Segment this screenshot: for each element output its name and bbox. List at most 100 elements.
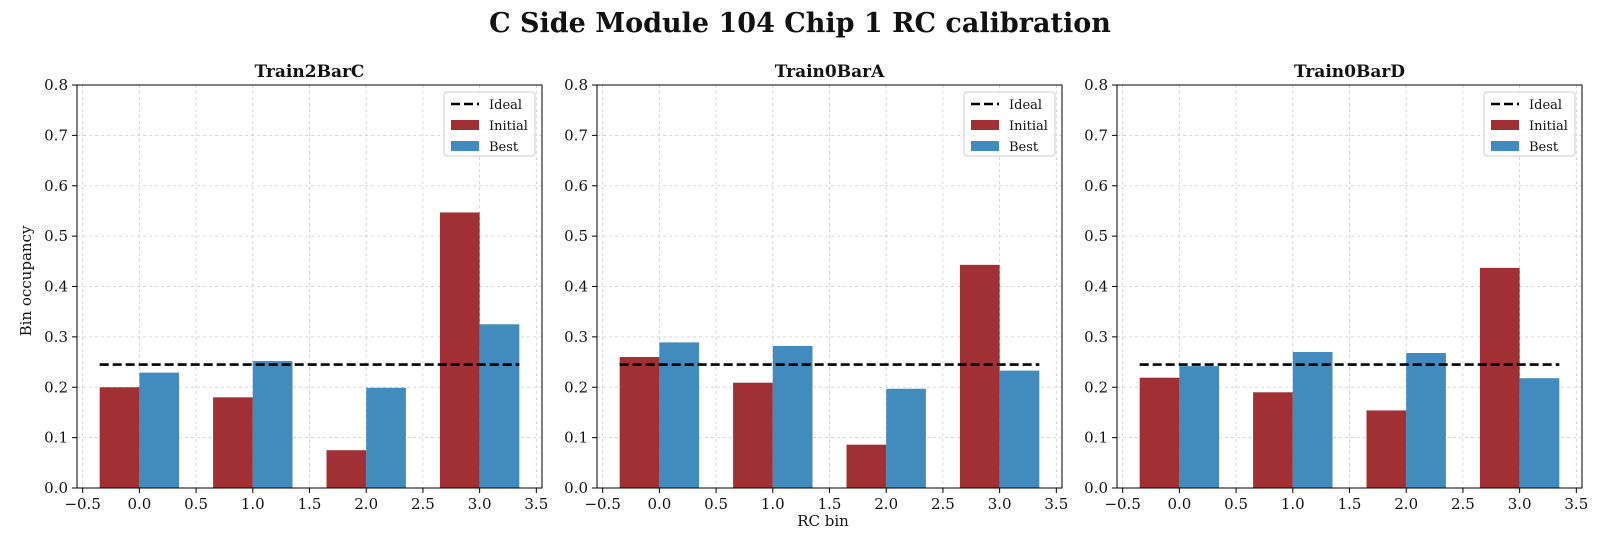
panel-2: −0.5 0.0 0.5 1.0 1.5 2.0 2.5 3.0 3.50.00.10.20.3… (1084, 62, 1588, 513)
y-tick-label: 0.0 (564, 479, 588, 497)
bar-best-2 (366, 387, 406, 488)
x-tick-label: 3.0 (468, 495, 492, 513)
bar-initial-3 (959, 264, 1000, 488)
x-tick-label: 3.5 (1564, 495, 1588, 513)
legend-label-best: Best (1009, 140, 1039, 155)
legend-swatch-best (451, 141, 479, 151)
y-tick-label: 0.2 (1084, 378, 1108, 396)
x-tick-label: 3.0 (988, 495, 1012, 513)
legend-swatch-best (971, 141, 999, 151)
y-tick-label: 0.8 (564, 76, 588, 94)
x-tick-label: −0.5 (64, 495, 100, 513)
bar-best-3 (999, 370, 1040, 488)
y-tick-label: 0.4 (564, 278, 588, 296)
x-tick-label: 0.5 (184, 495, 208, 513)
x-tick-label: 2.5 (931, 495, 955, 513)
y-tick-label: 0.1 (44, 429, 68, 447)
bar-best-2 (1406, 352, 1446, 488)
bar-initial-0 (1139, 377, 1180, 488)
y-tick-label: 0.5 (44, 227, 68, 245)
bar-best-1 (1292, 351, 1333, 488)
figure-title: C Side Module 104 Chip 1 RC calibration (489, 8, 1111, 39)
y-tick-label: 0.5 (564, 227, 588, 245)
x-tick-label: 3.5 (1044, 495, 1068, 513)
legend-label-best: Best (1529, 140, 1559, 155)
x-tick-label: 3.5 (524, 495, 548, 513)
bar-best-0 (659, 342, 700, 488)
bar-initial-1 (213, 397, 253, 488)
bar-best-0 (1179, 366, 1220, 488)
y-tick-label: 0.1 (564, 429, 588, 447)
x-tick-label: 2.5 (411, 495, 435, 513)
bar-best-2 (886, 388, 926, 488)
y-tick-label: 0.0 (1084, 479, 1108, 497)
x-tick-label: 1.5 (1338, 495, 1362, 513)
y-tick-label: 0.8 (1084, 76, 1108, 94)
bar-best-3 (479, 324, 520, 488)
legend-box (443, 91, 536, 157)
bar-best-3 (1519, 378, 1560, 488)
bar-initial-1 (733, 382, 773, 488)
legend-label-initial: Initial (489, 119, 528, 134)
y-tick-label: 0.7 (44, 126, 68, 144)
bar-initial-0 (99, 387, 140, 488)
y-axis-label: Bin occupancy (17, 225, 35, 336)
x-tick-label: 2.5 (1451, 495, 1475, 513)
bar-initial-1 (1253, 392, 1293, 488)
x-tick-label: 0.0 (1167, 495, 1191, 513)
x-tick-label: 1.5 (818, 495, 842, 513)
panel-0: −0.5 0.0 0.5 1.0 1.5 2.0 2.5 3.0 3.50.00.10.20.3… (44, 62, 548, 513)
x-tick-label: 1.5 (298, 495, 322, 513)
legend-swatch-initial (451, 120, 479, 130)
x-tick-label: 2.0 (874, 495, 898, 513)
y-tick-label: 0.6 (564, 177, 588, 195)
y-tick-label: 0.2 (44, 378, 68, 396)
y-tick-label: 0.3 (1084, 328, 1108, 346)
panel-title: Train0BarA (775, 62, 885, 82)
x-tick-label: 1.0 (1281, 495, 1305, 513)
y-tick-label: 0.7 (1084, 126, 1108, 144)
legend-label-ideal: Ideal (1009, 98, 1042, 113)
y-tick-label: 0.6 (44, 177, 68, 195)
legend-label-best: Best (489, 140, 519, 155)
legend-label-ideal: Ideal (1529, 98, 1562, 113)
legend-box (1483, 91, 1576, 157)
x-tick-label: 2.0 (1394, 495, 1418, 513)
x-tick-label: 0.5 (704, 495, 728, 513)
bar-initial-2 (846, 444, 887, 488)
bar-initial-3 (439, 212, 480, 489)
panel-1: −0.5 0.0 0.5 1.0 1.5 2.0 2.5 3.0 3.50.00.10.20.3… (564, 62, 1068, 513)
bar-initial-2 (326, 450, 367, 488)
bar-best-0 (139, 372, 180, 488)
y-tick-label: 0.5 (1084, 227, 1108, 245)
x-tick-label: 3.0 (1508, 495, 1532, 513)
x-tick-label: −0.5 (584, 495, 620, 513)
legend-label-initial: Initial (1009, 119, 1048, 134)
legend-label-initial: Initial (1529, 119, 1568, 134)
panel-title: Train0BarD (1294, 62, 1405, 82)
x-tick-label: 1.0 (761, 495, 785, 513)
legend-swatch-initial (971, 120, 999, 130)
bar-initial-0 (619, 357, 660, 488)
bar-best-1 (772, 345, 813, 488)
legend-swatch-best (1491, 141, 1519, 151)
legend-label-ideal: Ideal (489, 98, 522, 113)
bar-initial-2 (1366, 410, 1407, 488)
y-tick-label: 0.4 (1084, 278, 1108, 296)
panel-title: Train2BarC (255, 62, 365, 82)
bar-best-1 (252, 361, 293, 488)
x-tick-label: 0.0 (647, 495, 671, 513)
x-tick-label: 2.0 (354, 495, 378, 513)
bar-initial-3 (1479, 267, 1520, 488)
panels: −0.5 0.0 0.5 1.0 1.5 2.0 2.5 3.0 3.50.00.10.20.3… (44, 62, 1588, 513)
y-tick-label: 0.7 (564, 126, 588, 144)
y-tick-label: 0.0 (44, 479, 68, 497)
legend-swatch-initial (1491, 120, 1519, 130)
y-tick-label: 0.4 (44, 278, 68, 296)
y-tick-label: 0.6 (1084, 177, 1108, 195)
x-tick-label: 1.0 (241, 495, 265, 513)
y-tick-label: 0.1 (1084, 429, 1108, 447)
y-tick-label: 0.2 (564, 378, 588, 396)
